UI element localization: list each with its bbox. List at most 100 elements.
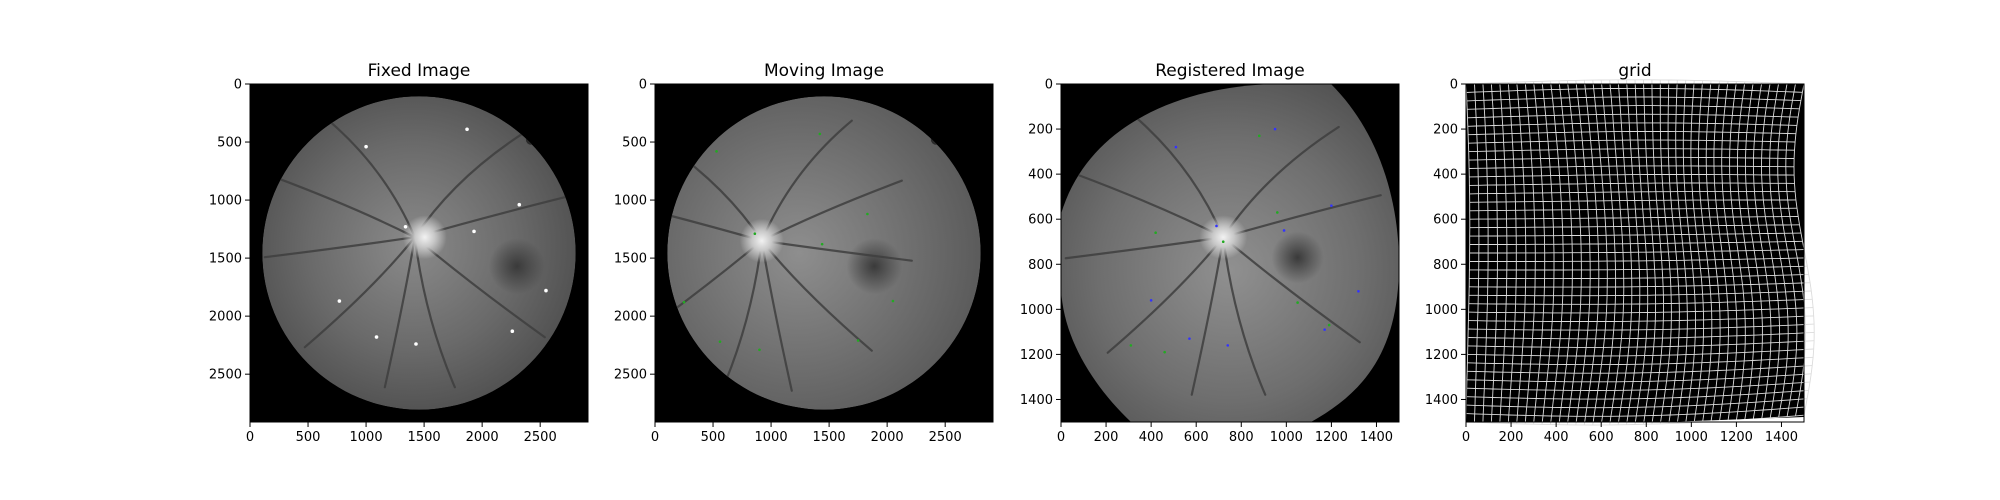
landmark-point bbox=[414, 342, 418, 346]
y-tick-label: 0 bbox=[639, 78, 647, 93]
landmark-point bbox=[1330, 204, 1333, 207]
panel-2-title: Moving Image bbox=[764, 61, 884, 81]
y-tick-label: 1400 bbox=[1425, 393, 1458, 408]
y-tick-label: 800 bbox=[1028, 258, 1053, 273]
landmark-point-secondary bbox=[1327, 323, 1331, 327]
grid-line-horizontal bbox=[1467, 365, 1813, 374]
x-tick-label: 2500 bbox=[929, 430, 962, 445]
grid-panel: 0 200 400 600 800 1000 1200 1400 0 200 400 600 800 10… bbox=[1425, 78, 1815, 446]
x-tick-label: 1500 bbox=[813, 430, 846, 445]
y-tick-label: 2500 bbox=[209, 368, 242, 383]
landmark-point bbox=[1215, 224, 1218, 228]
landmark-point-secondary bbox=[1257, 134, 1261, 138]
fixed-image-panel: 0 500 1000 1500 2000 2500 0 500 1000 1500 2000 2500 bbox=[209, 78, 589, 445]
moving-image-panel: 0 500 1000 1500 2000 2500 0 500 1000 1500 2000 2500 bbox=[614, 78, 994, 446]
grid-line-horizontal bbox=[1466, 406, 1806, 417]
x-tick-label: 400 bbox=[1139, 430, 1164, 445]
grid-line-horizontal bbox=[1469, 249, 1805, 254]
grid-line-horizontal bbox=[1466, 381, 1811, 391]
y-tick-label: 1200 bbox=[1020, 348, 1053, 363]
landmark-point bbox=[510, 329, 515, 334]
moving-image-axes: 0 500 1000 1500 2000 2500 0 500 1000 1500 2000 2500 bbox=[614, 78, 962, 446]
x-tick-label: 600 bbox=[1589, 430, 1614, 445]
fixed-image-fundus bbox=[262, 96, 576, 410]
landmark-point bbox=[753, 232, 757, 236]
grid-edge-wedge bbox=[1666, 417, 1804, 422]
registered-image-frame bbox=[1060, 83, 1400, 423]
grid-line-vertical bbox=[1737, 81, 1755, 420]
y-tick-label: 500 bbox=[622, 136, 647, 151]
x-tick-label: 600 bbox=[1184, 430, 1209, 445]
y-tick-label: 1400 bbox=[1020, 393, 1053, 408]
x-tick-label: 0 bbox=[1462, 430, 1470, 445]
x-tick-label: 1200 bbox=[1720, 430, 1753, 445]
grid-line-vertical bbox=[1769, 82, 1789, 418]
registered-image-fundus bbox=[1061, 84, 1399, 422]
grid-line-horizontal bbox=[1468, 307, 1814, 314]
registered-image-landmarks bbox=[1129, 127, 1360, 354]
y-tick-label: 2000 bbox=[614, 310, 647, 325]
y-tick-label: 0 bbox=[1450, 78, 1458, 93]
grid-line-vertical bbox=[1777, 83, 1798, 417]
y-tick-label: 1500 bbox=[614, 252, 647, 267]
y-tick-label: 1500 bbox=[209, 252, 242, 267]
grid-line-vertical bbox=[1698, 80, 1713, 423]
landmark-point bbox=[1323, 328, 1326, 331]
y-tick-label: 400 bbox=[1433, 168, 1458, 183]
landmark-point bbox=[544, 288, 548, 293]
grid-line-horizontal bbox=[1467, 331, 1815, 340]
landmark-point bbox=[1226, 344, 1230, 347]
grid-axes: 0 200 400 600 800 1000 1200 1400 0 200 400 600 800 10… bbox=[1425, 78, 1798, 446]
grid-line-horizontal bbox=[1468, 323, 1815, 331]
y-tick-label: 1000 bbox=[209, 194, 242, 209]
deformation-grid bbox=[1465, 79, 1815, 426]
grid-line-horizontal bbox=[1468, 315, 1814, 322]
landmark-point bbox=[818, 132, 822, 136]
grid-line-horizontal bbox=[1469, 274, 1809, 280]
x-tick-label: 200 bbox=[1094, 430, 1119, 445]
landmark-point bbox=[682, 300, 686, 304]
landmark-point bbox=[403, 224, 408, 229]
y-tick-label: 0 bbox=[1045, 78, 1053, 93]
landmark-point-secondary bbox=[1276, 211, 1279, 214]
x-tick-label: 500 bbox=[296, 430, 321, 445]
y-tick-label: 800 bbox=[1433, 258, 1458, 273]
grid-line-vertical bbox=[1651, 79, 1664, 425]
y-tick-label: 1200 bbox=[1425, 348, 1458, 363]
grid-line-vertical bbox=[1659, 79, 1672, 424]
panel-4-title: grid bbox=[1618, 61, 1651, 81]
landmark-point bbox=[820, 242, 824, 246]
landmark-point-secondary bbox=[1163, 350, 1166, 354]
landmark-point bbox=[1273, 127, 1277, 131]
x-tick-label: 2000 bbox=[466, 430, 499, 445]
panel-1-title: Fixed Image bbox=[368, 61, 471, 81]
landmark-point bbox=[891, 299, 895, 303]
x-tick-label: 1500 bbox=[408, 430, 441, 445]
grid-line-horizontal bbox=[1469, 265, 1808, 271]
grid-line-vertical bbox=[1713, 80, 1729, 422]
x-tick-label: 2500 bbox=[524, 430, 557, 445]
panel-3-title: Registered Image bbox=[1155, 61, 1305, 81]
x-tick-label: 1000 bbox=[755, 430, 788, 445]
grid-line-vertical bbox=[1682, 80, 1696, 423]
x-tick-label: 1000 bbox=[350, 430, 383, 445]
y-tick-label: 600 bbox=[1028, 213, 1053, 228]
y-tick-label: 500 bbox=[217, 136, 242, 151]
landmark-point bbox=[337, 299, 342, 303]
x-tick-label: 1400 bbox=[1765, 430, 1798, 445]
landmark-point bbox=[364, 144, 368, 149]
moving-image-fundus bbox=[667, 96, 981, 410]
x-tick-label: 0 bbox=[1057, 430, 1065, 445]
y-tick-label: 1000 bbox=[1020, 303, 1053, 318]
landmark-point bbox=[718, 340, 722, 343]
x-tick-label: 200 bbox=[1499, 430, 1524, 445]
y-tick-label: 200 bbox=[1028, 123, 1053, 138]
grid-line-horizontal bbox=[1466, 389, 1809, 400]
landmark-point bbox=[1149, 299, 1153, 302]
landmark-point bbox=[1282, 229, 1286, 232]
x-tick-label: 0 bbox=[651, 430, 659, 445]
y-tick-label: 600 bbox=[1433, 213, 1458, 228]
grid-line-vertical bbox=[1705, 80, 1721, 422]
registered-image-axes: 0 200 400 600 800 1000 1200 1400 0 200 400 600 800 10… bbox=[1020, 78, 1393, 446]
